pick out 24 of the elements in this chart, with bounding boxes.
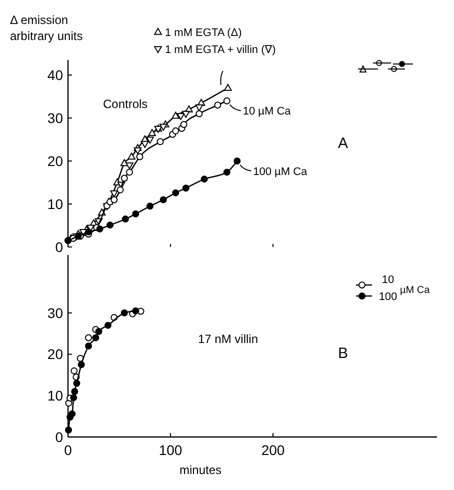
legend-label: 1 mM EGTA + villin (∇) bbox=[165, 44, 276, 56]
legend-label: 1 mM EGTA (Δ) bbox=[165, 27, 242, 39]
legend-label: 100 µM Ca bbox=[253, 166, 308, 178]
y-tick-label: 20 bbox=[47, 152, 64, 169]
x-axis-title: minutes bbox=[179, 463, 222, 477]
y-tick-label: 20 bbox=[47, 346, 64, 362]
annotation: B bbox=[338, 345, 348, 362]
legend-label: 10 µM Ca bbox=[242, 106, 292, 118]
legend-title: µM Ca bbox=[400, 285, 430, 296]
text: A bbox=[338, 135, 348, 152]
x-tick-label: 100 bbox=[158, 442, 182, 458]
y-axis-title: Δ emission arbitrary units bbox=[10, 13, 83, 43]
y-tick-label: 10 bbox=[47, 196, 64, 212]
annotation: 17 nM villin bbox=[198, 332, 258, 346]
y-tick-label: 30 bbox=[47, 304, 64, 321]
legend-label: 100 bbox=[378, 291, 398, 303]
y-tick-label: 40 bbox=[47, 66, 64, 83]
legend-label: 10 bbox=[382, 274, 394, 286]
y-tick-label: 30 bbox=[47, 110, 64, 126]
y-tick-label: 0 bbox=[55, 238, 64, 255]
y-tick-label: 10 bbox=[47, 388, 64, 404]
annotation: Controls bbox=[103, 97, 148, 111]
x-tick-label: 200 bbox=[261, 442, 285, 458]
y-tick-label: 0 bbox=[55, 428, 64, 445]
